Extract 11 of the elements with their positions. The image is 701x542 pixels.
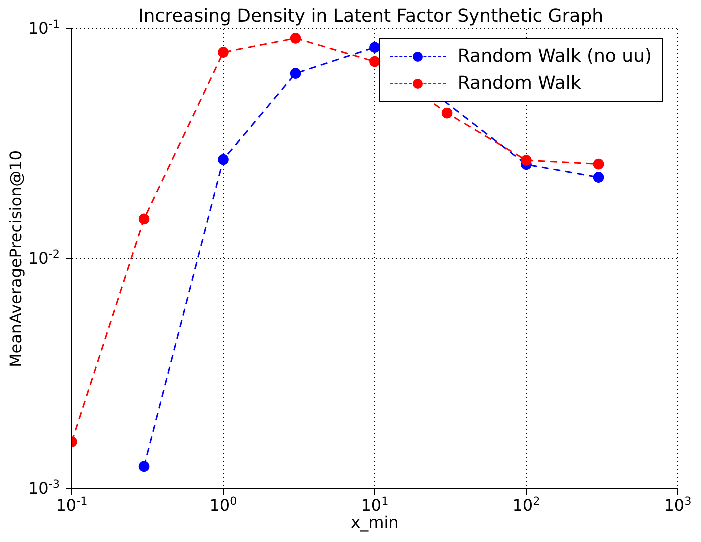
x-axis-title: x_min — [351, 513, 399, 532]
x-tick-label: 10$^{2}$ — [512, 494, 540, 515]
x-tick-label: 10$^{1}$ — [361, 494, 389, 515]
legend-label: Random Walk (no uu) — [458, 46, 652, 67]
legend-label: Random Walk — [458, 73, 582, 94]
x-tick-label: 10$^{3}$ — [664, 494, 692, 515]
y-tick-label: 10$^{-2}$ — [28, 248, 60, 268]
y-tick-label: 10$^{-1}$ — [28, 18, 60, 38]
x-tick-label: 10$^{0}$ — [210, 494, 238, 515]
chart-title: Increasing Density in Latent Factor Synthetic Graph — [137, 6, 605, 27]
y-axis-title: MeanAveragePrecision@10 — [6, 150, 26, 368]
